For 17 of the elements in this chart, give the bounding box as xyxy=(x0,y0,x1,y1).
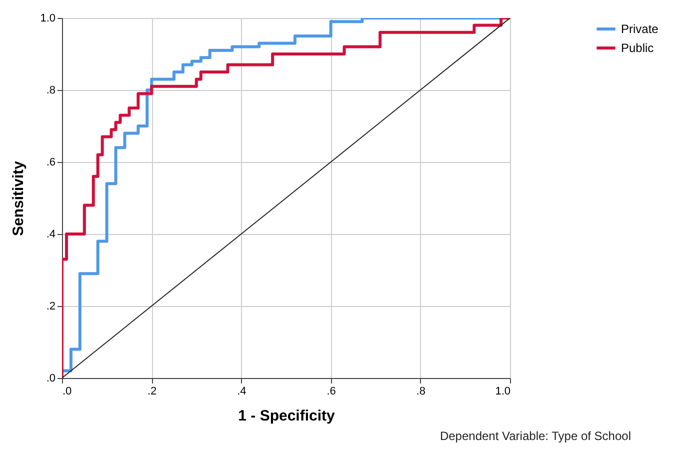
x-axis-title: 1 - Specificity xyxy=(238,408,336,424)
y-tick-label: .0 xyxy=(46,372,56,384)
y-tick-label: .6 xyxy=(46,156,56,168)
legend-label: Public xyxy=(621,41,654,55)
x-tick-label: .0 xyxy=(62,386,72,398)
x-tick-label: 1.0 xyxy=(495,386,510,398)
y-axis-title: Sensitivity xyxy=(10,160,28,236)
x-tick-label: .6 xyxy=(326,386,336,398)
y-tick-label: 1.0 xyxy=(40,12,56,24)
legend-label: Private xyxy=(621,22,659,36)
x-tick-label: .4 xyxy=(237,386,246,398)
x-tick-label: .2 xyxy=(148,386,157,398)
x-tick-label: .8 xyxy=(416,386,426,398)
text: Dependent Variable: Type of School xyxy=(440,429,631,443)
y-tick-label: .8 xyxy=(46,84,56,96)
y-tick-label: .2 xyxy=(46,300,56,312)
y-tick-label: .4 xyxy=(46,228,56,240)
